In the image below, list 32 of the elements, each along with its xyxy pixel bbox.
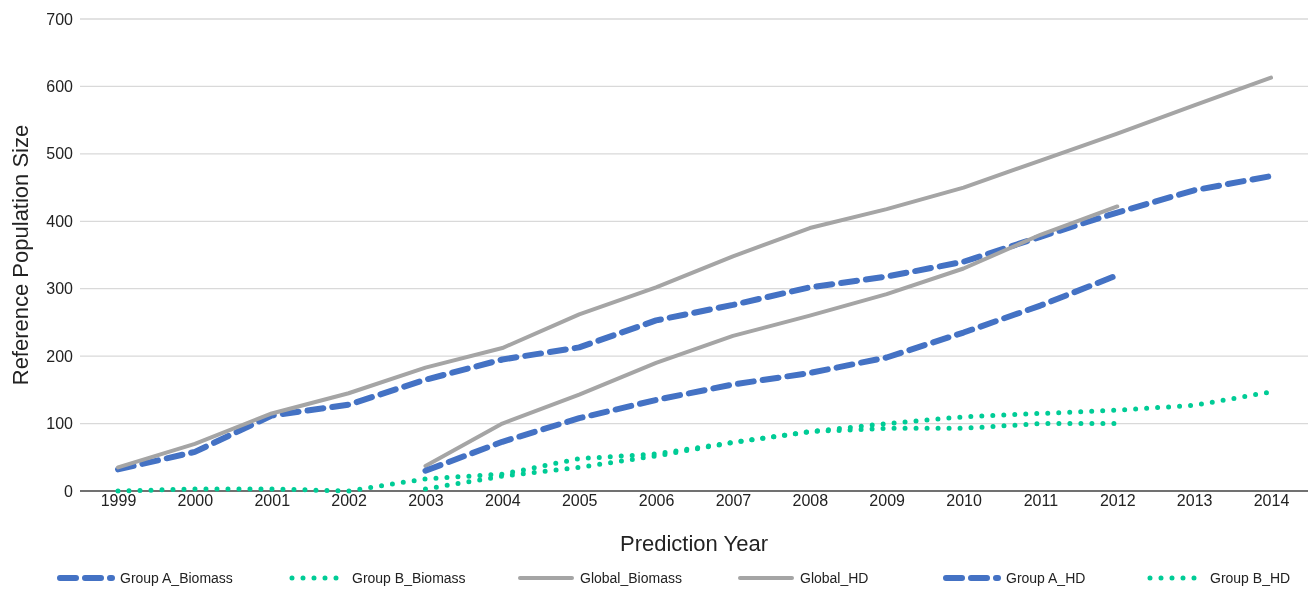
x-tick-label: 2001	[254, 492, 291, 509]
x-axis-title: Prediction Year	[620, 531, 768, 556]
x-tick-label: 1999	[100, 492, 137, 509]
x-tick-label: 2007	[715, 492, 752, 509]
y-tick-label: 700	[46, 10, 74, 28]
y-tick-label: 300	[46, 280, 74, 298]
legend-label: Global_HD	[800, 570, 869, 586]
x-tick-label: 2006	[638, 492, 675, 509]
x-tick-label: 2013	[1176, 492, 1213, 509]
x-tick-label: 2000	[177, 492, 214, 509]
x-tick-label: 2010	[946, 492, 982, 509]
y-tick-label: 100	[46, 415, 74, 433]
y-tick-label: 500	[46, 145, 74, 163]
legend-label: Group B_Biomass	[352, 570, 466, 586]
x-tick-label: 2002	[331, 492, 367, 509]
x-tick-label: 2003	[408, 492, 444, 509]
y-axis-title: Reference Population Size	[8, 124, 33, 386]
x-tick-label: 2011	[1023, 492, 1059, 509]
x-tick-label: 2005	[561, 492, 598, 509]
y-tick-label: 0	[64, 482, 74, 500]
x-tick-label: 2014	[1253, 492, 1290, 509]
legend-label: Group B_HD	[1210, 570, 1291, 586]
legend-label: Group A_Biomass	[120, 570, 233, 586]
y-tick-label: 400	[46, 212, 74, 230]
legend-label: Group A_HD	[1006, 570, 1086, 586]
x-tick-label: 2008	[792, 492, 829, 509]
y-tick-label: 200	[46, 347, 74, 365]
x-tick-label: 2012	[1099, 492, 1136, 509]
x-tick-label: 2009	[869, 492, 906, 509]
x-tick-label: 2004	[485, 492, 521, 509]
legend-label: Global_Biomass	[580, 570, 682, 586]
y-tick-label: 600	[46, 78, 74, 96]
